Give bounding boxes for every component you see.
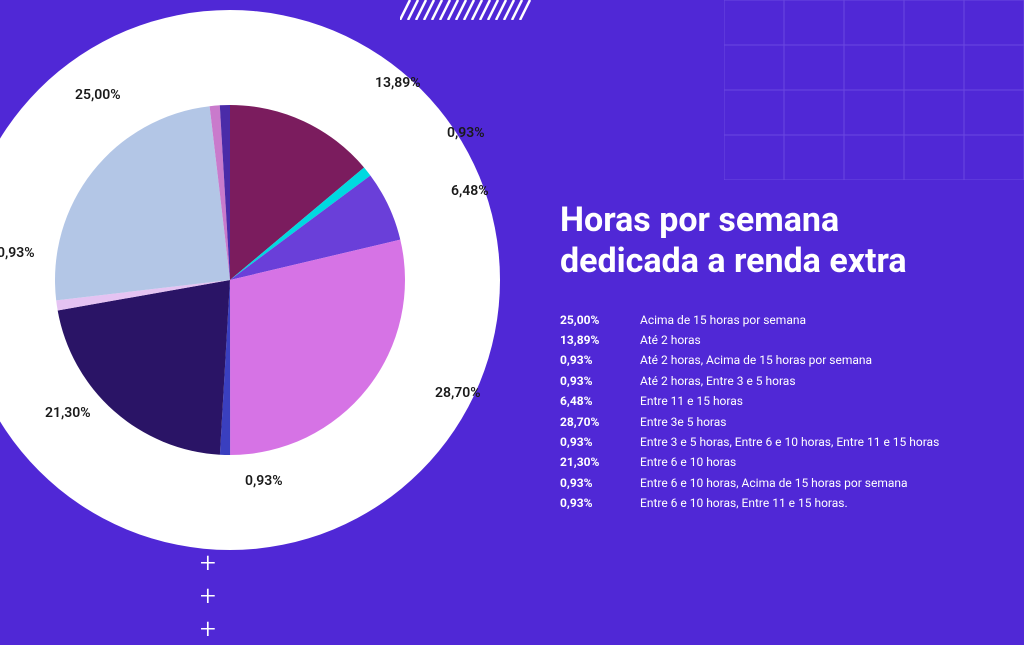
slice-label: 28,70% — [435, 385, 481, 401]
legend-pct: 0,93% — [560, 473, 640, 493]
legend-row: 0,93%Até 2 horas, Acima de 15 horas por … — [560, 350, 984, 370]
legend-label: Entre 3 e 5 horas, Entre 6 e 10 horas, E… — [640, 432, 939, 452]
legend-pct: 6,48% — [560, 391, 640, 411]
plus-icon: + — [200, 612, 396, 645]
legend-row: 0,93%Entre 3 e 5 horas, Entre 6 e 10 hor… — [560, 432, 984, 452]
legend: 25,00%Acima de 15 horas por semana13,89%… — [560, 310, 984, 514]
legend-row: 0,93%Até 2 horas, Entre 3 e 5 horas — [560, 371, 984, 391]
plus-icon: + — [200, 546, 396, 579]
legend-row: 25,00%Acima de 15 horas por semana — [560, 310, 984, 330]
legend-label: Entre 3e 5 horas — [640, 412, 726, 432]
legend-row: 0,93%Entre 6 e 10 horas, Entre 11 e 15 h… — [560, 493, 984, 513]
legend-pct: 28,70% — [560, 412, 640, 432]
slice-label: 13,89% — [375, 75, 421, 91]
legend-pct: 0,93% — [560, 432, 640, 452]
legend-label: Entre 11 e 15 horas — [640, 391, 743, 411]
pie-chart-container: 13,89% 0,93% 6,48% 28,70% 0,93% 21,30% 0,93% 25… — [0, 10, 500, 550]
legend-row: 0,93%Entre 6 e 10 horas, Acima de 15 hor… — [560, 473, 984, 493]
slice-label: 0,93% — [245, 473, 283, 489]
legend-row: 21,30%Entre 6 e 10 horas — [560, 452, 984, 472]
legend-label: Até 2 horas, Acima de 15 horas por seman… — [640, 350, 872, 370]
slice-label: 0,93% — [447, 125, 485, 141]
legend-label: Entre 6 e 10 horas — [640, 452, 736, 472]
legend-pct: 0,93% — [560, 493, 640, 513]
slice-label: 0,93% — [0, 245, 35, 261]
plus-icon: + — [200, 579, 396, 612]
legend-row: 13,89%Até 2 horas — [560, 330, 984, 350]
pie-slice — [58, 280, 230, 455]
slice-label: 25,00% — [75, 87, 121, 103]
legend-row: 6,48%Entre 11 e 15 horas — [560, 391, 984, 411]
legend-label: Até 2 horas — [640, 330, 701, 350]
slice-label: 6,48% — [451, 183, 489, 199]
pie-slice — [55, 106, 230, 300]
legend-pct: 25,00% — [560, 310, 640, 330]
hatch-decoration — [400, 0, 540, 20]
legend-label: Entre 6 e 10 horas, Acima de 15 horas po… — [640, 473, 908, 493]
grid-decoration — [724, 0, 1024, 180]
slice-label: 21,30% — [45, 405, 91, 421]
chart-title: Horas por semana dedicada a renda extra — [560, 200, 984, 282]
legend-pct: 0,93% — [560, 350, 640, 370]
legend-pct: 0,93% — [560, 371, 640, 391]
legend-label: Acima de 15 horas por semana — [640, 310, 806, 330]
pie-chart: 13,89%0,93%6,48%28,70%0,93%21,30%0,93%25… — [55, 105, 405, 455]
legend-pct: 21,30% — [560, 452, 640, 472]
legend-label: Entre 6 e 10 horas, Entre 11 e 15 horas. — [640, 493, 848, 513]
content-panel: Horas por semana dedicada a renda extra … — [560, 200, 984, 514]
legend-pct: 13,89% — [560, 330, 640, 350]
legend-label: Até 2 horas, Entre 3 e 5 horas — [640, 371, 796, 391]
legend-row: 28,70%Entre 3e 5 horas — [560, 412, 984, 432]
plus-decoration: + + + — [200, 546, 700, 576]
